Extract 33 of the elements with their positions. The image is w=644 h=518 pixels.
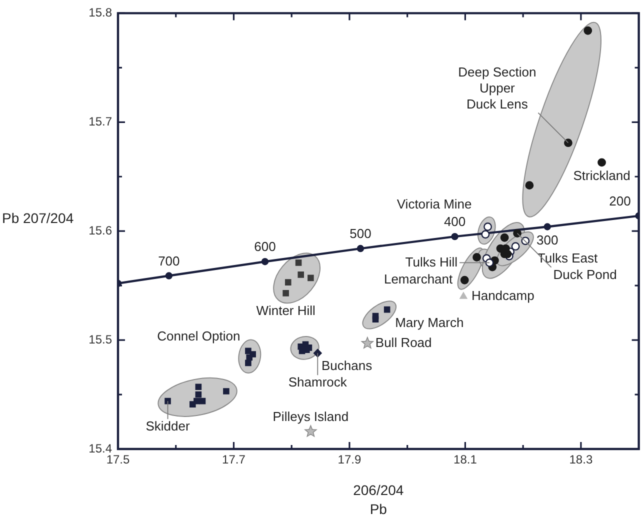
x-tick-label: 18.3 <box>569 452 593 467</box>
y-tick-label: 15.7 <box>88 114 112 128</box>
annotation: 600 <box>254 239 276 254</box>
annotation: Mary March <box>395 315 464 330</box>
annotation: Skidder <box>146 418 190 434</box>
annotation: Strickland <box>573 168 630 184</box>
annotation: 700 <box>158 253 180 268</box>
annotation: 300 <box>536 232 558 248</box>
annotation: Buchans <box>321 358 373 373</box>
y-tick-label: 15.5 <box>88 332 112 346</box>
annotation: Tulks Hill <box>405 254 458 270</box>
y-tick-label: 15.4 <box>88 441 112 456</box>
annotation: 200 <box>609 193 631 208</box>
annotation: Deep Section Upper Duck Lens <box>458 64 536 112</box>
annotation: Victoria Mine <box>396 196 472 212</box>
annotation: Duck Pond <box>553 266 617 282</box>
y-tick-label: 15.8 <box>88 6 112 20</box>
x-axis-title: 206/204 Pb <box>353 482 404 517</box>
annotation: Pilleys Island <box>272 409 349 424</box>
x-tick-label: 17.5 <box>106 452 130 467</box>
x-tick-label: 17.7 <box>222 452 246 467</box>
x-tick-label: 18.1 <box>454 452 478 467</box>
x-tick-label: 17.9 <box>338 452 362 467</box>
annotation: 500 <box>350 226 372 242</box>
annotation: Shamrock <box>288 374 348 390</box>
annotation: Handcamp <box>471 288 534 304</box>
annotation: Bull Road <box>375 334 432 350</box>
annotation: 400 <box>444 214 466 230</box>
annotation: Connel Option <box>157 328 240 344</box>
y-axis-title: Pb 207/204 <box>2 210 74 226</box>
y-tick-label: 15.6 <box>88 223 112 238</box>
annotation: Lemarchant <box>384 272 454 287</box>
annotation: Winter Hill <box>256 302 316 318</box>
